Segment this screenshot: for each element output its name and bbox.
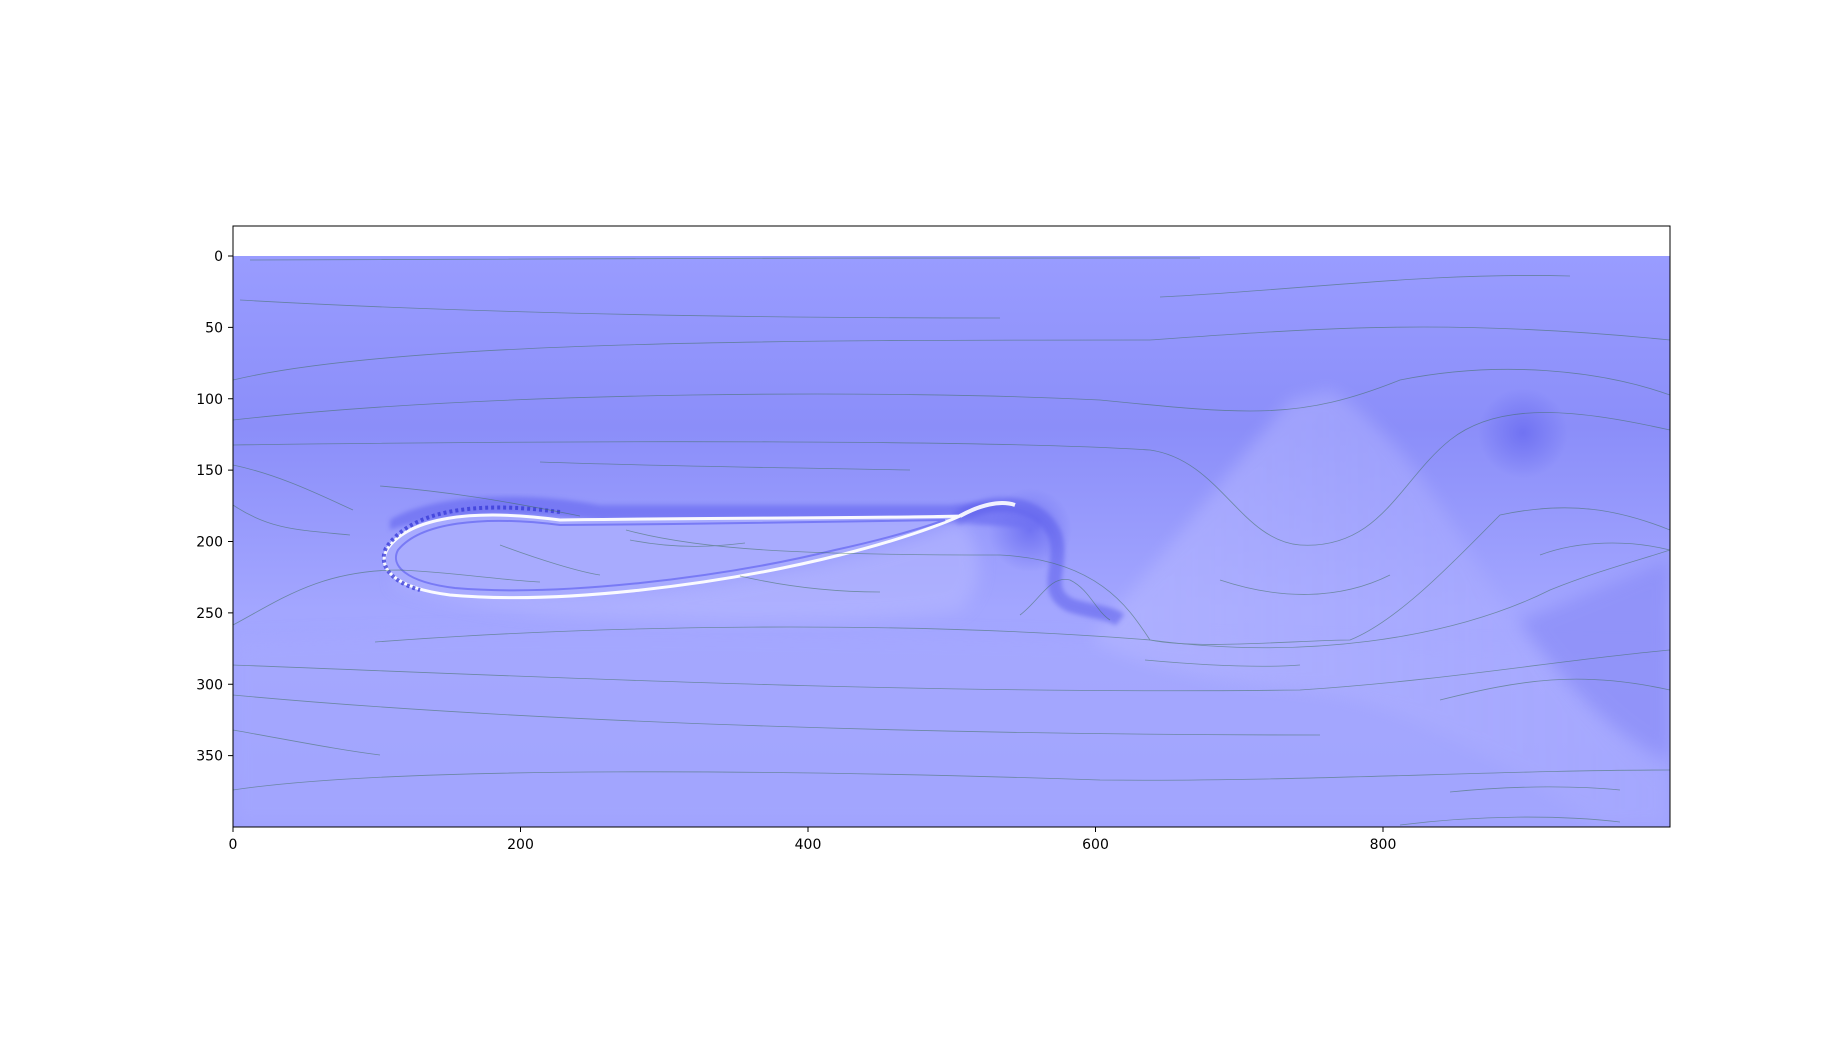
x-tick-label: 200 bbox=[507, 837, 534, 853]
streamlines bbox=[233, 257, 1670, 826]
wake-band bbox=[1090, 390, 1670, 827]
y-tick-label: 100 bbox=[196, 392, 223, 408]
body-leading-edge bbox=[381, 505, 561, 592]
streamline bbox=[539, 461, 911, 471]
streamline bbox=[625, 507, 1670, 645]
streamline bbox=[233, 729, 381, 756]
shear-layer-top bbox=[390, 496, 1040, 530]
streamline bbox=[1449, 786, 1621, 793]
streamline bbox=[233, 649, 1670, 692]
y-tick-label: 250 bbox=[196, 606, 223, 622]
streamline bbox=[233, 326, 1670, 381]
x-axis: 0 200 400 600 800 bbox=[229, 827, 1397, 853]
streamline bbox=[1144, 659, 1301, 667]
body-outline-outer bbox=[382, 513, 961, 600]
streamline bbox=[1439, 678, 1670, 701]
streamline bbox=[374, 549, 1670, 649]
vortex-upper-right bbox=[1478, 388, 1568, 478]
streamline bbox=[739, 575, 881, 593]
plot-area bbox=[233, 256, 1670, 827]
streamline bbox=[233, 368, 1670, 421]
streamline bbox=[233, 412, 1670, 546]
streamline bbox=[1159, 275, 1571, 298]
body-outline-inner bbox=[395, 519, 946, 592]
streamline bbox=[1019, 578, 1111, 621]
streamline bbox=[233, 694, 1321, 736]
streamline bbox=[1399, 816, 1621, 826]
axes-top-margin bbox=[233, 226, 1670, 255]
y-tick-label: 0 bbox=[214, 249, 223, 265]
streamline bbox=[233, 569, 541, 626]
streamline bbox=[233, 464, 354, 511]
y-tick-label: 50 bbox=[205, 320, 223, 336]
streamline bbox=[233, 769, 1670, 791]
y-axis: 0 50 100 150 200 250 300 350 bbox=[196, 249, 233, 765]
streamline bbox=[239, 299, 1001, 319]
x-tick-label: 0 bbox=[229, 837, 238, 853]
body-tip-highlight bbox=[959, 501, 1016, 518]
y-tick-label: 300 bbox=[196, 677, 223, 693]
streamline bbox=[1219, 574, 1391, 595]
x-tick-label: 800 bbox=[1370, 837, 1397, 853]
y-tick-label: 200 bbox=[196, 535, 223, 551]
streamline bbox=[233, 504, 351, 536]
streamline bbox=[629, 539, 746, 547]
dark-edge-band bbox=[1520, 560, 1670, 760]
streamline bbox=[1539, 542, 1670, 556]
axes-frame bbox=[232, 225, 1671, 828]
y-tick-label: 150 bbox=[196, 463, 223, 479]
y-tick-label: 350 bbox=[196, 749, 223, 765]
x-tick-label: 600 bbox=[1082, 837, 1109, 853]
x-tick-label: 400 bbox=[795, 837, 822, 853]
streamline bbox=[499, 544, 601, 576]
streamline bbox=[379, 485, 581, 517]
